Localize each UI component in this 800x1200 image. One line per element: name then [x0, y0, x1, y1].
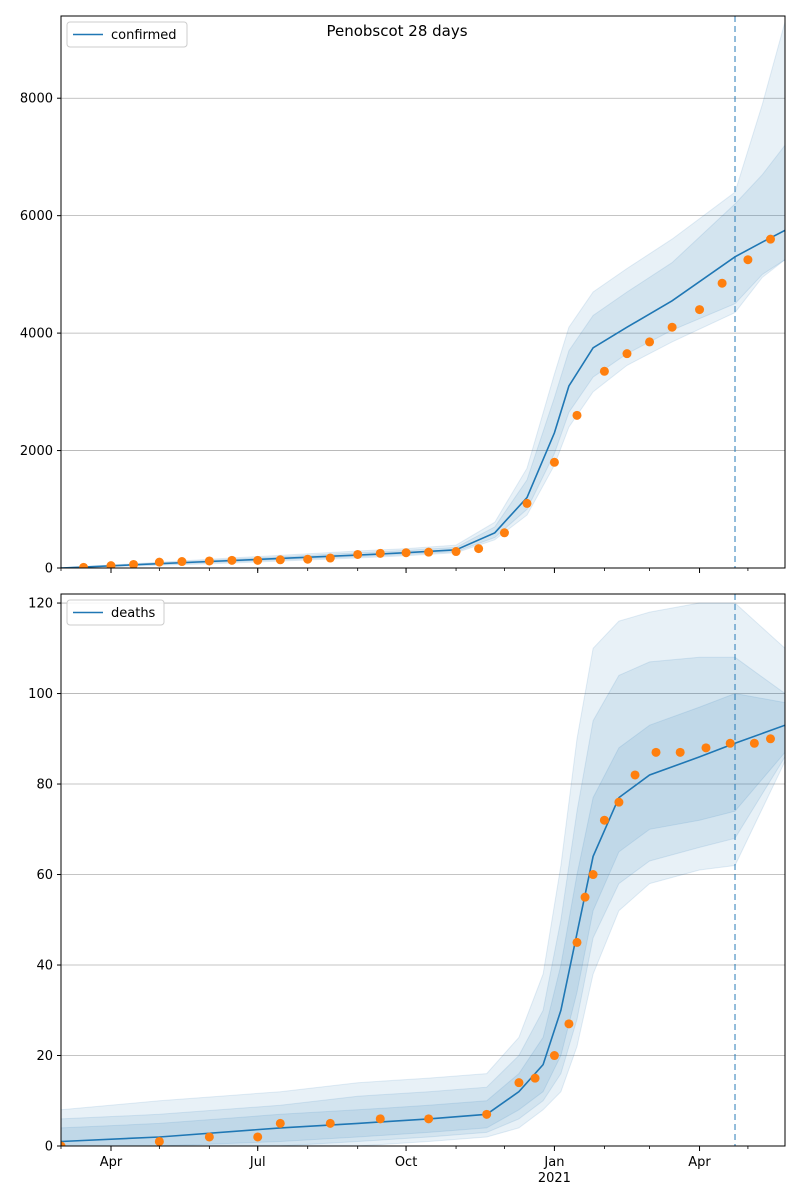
y-tick-label: 0	[45, 562, 53, 577]
observed-point	[514, 1078, 524, 1088]
axes-frame	[60, 593, 786, 1147]
uncertainty-band-1	[61, 656, 785, 1146]
y-tick-label: 2000	[20, 444, 53, 459]
observed-point	[765, 734, 775, 744]
observed-point	[401, 548, 411, 558]
x-tick-label: Jan	[543, 1155, 564, 1170]
plot-area	[61, 602, 785, 1146]
observed-point	[353, 549, 363, 559]
observed-point	[765, 234, 775, 244]
legend-label: deaths	[111, 606, 156, 621]
y-tick-label: 100	[28, 687, 53, 702]
y-tick-label: 40	[36, 959, 53, 974]
y-tick-label: 20	[36, 1049, 53, 1064]
y-tick-label: 0	[45, 1140, 53, 1155]
legend: deaths	[66, 599, 165, 626]
uncertainty-band-1	[61, 21, 785, 568]
observed-point	[61, 1141, 66, 1146]
observed-point	[154, 557, 164, 567]
observed-point	[564, 1019, 574, 1029]
legend-box	[66, 599, 165, 626]
observed-point	[204, 556, 214, 566]
y-tick-label: 60	[36, 868, 53, 883]
observed-point	[275, 1118, 285, 1128]
observed-point	[701, 743, 711, 753]
observed-point	[177, 557, 187, 567]
x-tick-label: Apr	[100, 1155, 123, 1170]
observed-point	[749, 738, 759, 748]
observed-point	[717, 278, 727, 288]
observed-point	[106, 561, 116, 568]
observed-point	[651, 747, 661, 757]
observed-point	[549, 457, 559, 467]
observed-point	[622, 349, 632, 359]
observed-point	[614, 797, 624, 807]
x-year-label: 2021	[538, 1171, 571, 1186]
observed-point	[482, 1109, 492, 1119]
observed-point	[325, 1118, 335, 1128]
y-tick-label: 8000	[20, 92, 53, 107]
observed-point	[129, 559, 139, 568]
observed-point	[599, 815, 609, 825]
plot-area	[61, 21, 785, 568]
legend: confirmed	[66, 21, 188, 48]
observed-point	[375, 548, 385, 558]
observed-point	[522, 498, 532, 508]
observed-point	[580, 892, 590, 902]
observed-point	[424, 547, 434, 557]
observed-point	[630, 770, 640, 780]
legend-box	[66, 21, 188, 48]
observed-point	[204, 1132, 214, 1142]
observed-point	[572, 937, 582, 947]
y-tick-label: 4000	[20, 327, 53, 342]
observed-point	[227, 555, 237, 565]
observed-point	[549, 1051, 559, 1061]
observed-point	[572, 410, 582, 420]
observed-point	[725, 738, 735, 748]
observed-point	[253, 1132, 263, 1142]
uncertainty-band-2	[61, 602, 785, 1146]
legend-label: confirmed	[111, 28, 177, 43]
observed-point	[451, 547, 461, 557]
observed-point	[424, 1114, 434, 1124]
observed-point	[474, 544, 484, 554]
y-tick-label: 80	[36, 778, 53, 793]
observed-point	[645, 337, 655, 347]
observed-point	[375, 1114, 385, 1124]
observed-point	[599, 366, 609, 376]
observed-point	[154, 1136, 164, 1146]
x-tick-label: Oct	[395, 1155, 417, 1170]
observed-point	[275, 555, 285, 565]
observed-point	[588, 870, 598, 880]
axes-frame	[60, 15, 786, 569]
uncertainty-band-0	[61, 144, 785, 568]
x-tick-label: Apr	[688, 1155, 711, 1170]
observed-point	[303, 554, 313, 564]
observed-point	[675, 747, 685, 757]
deaths-panel: 0 20 40 60 80 100 120 Apr Jul Oct Jan Apr 2021 deaths	[28, 593, 786, 1186]
observed-point	[743, 255, 753, 265]
chart-title: Penobscot 28 days	[326, 22, 467, 40]
x-tick-label: Jul	[249, 1155, 266, 1170]
observed-point	[499, 528, 509, 538]
observed-point	[79, 562, 89, 568]
observed-point	[325, 553, 335, 563]
uncertainty-band-0	[61, 692, 785, 1146]
y-tick-label: 120	[28, 597, 53, 612]
confirmed-panel: 0 2000 4000 6000 8000 Penobscot 28 days confir…	[20, 15, 786, 577]
model-line	[61, 229, 785, 568]
observed-point	[530, 1073, 540, 1083]
model-line	[61, 724, 785, 1143]
observed-point	[695, 305, 705, 315]
y-tick-label: 6000	[20, 209, 53, 224]
observed-point	[253, 555, 263, 565]
observed-point	[667, 322, 677, 332]
